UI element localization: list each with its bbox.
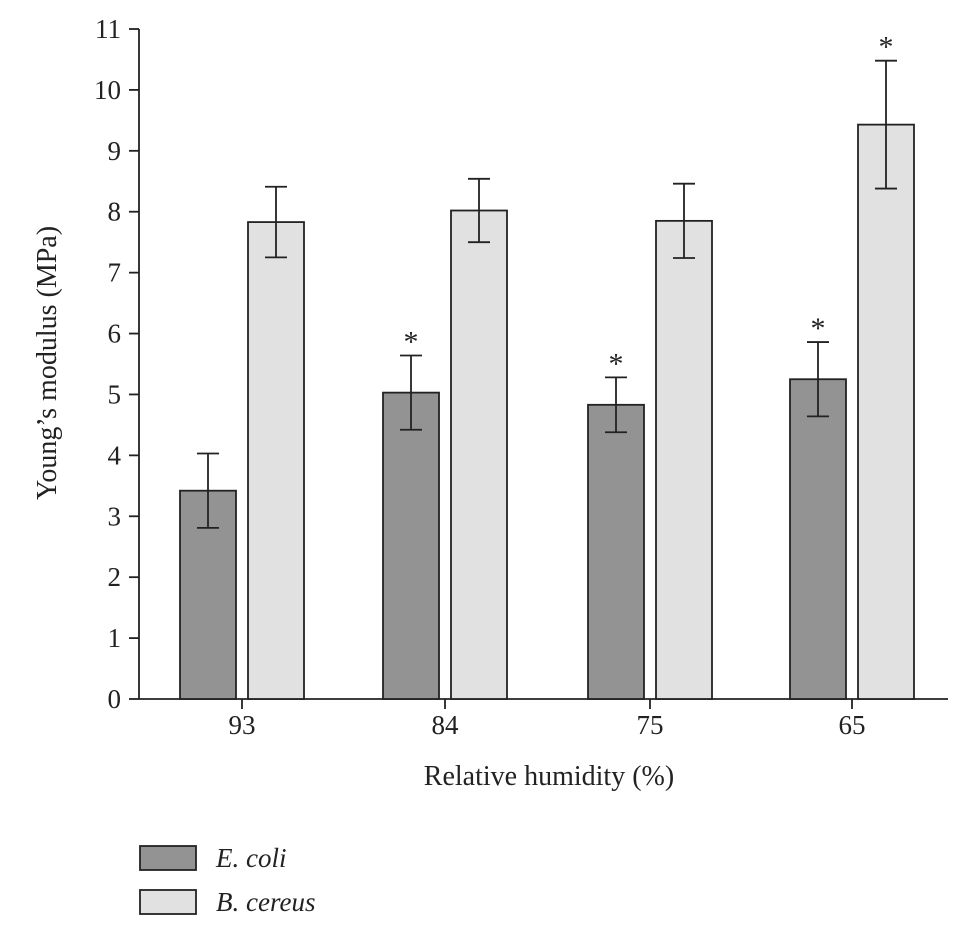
bar-b-cereus bbox=[450, 209, 508, 700]
significance-marker: * bbox=[811, 312, 826, 345]
y-tick-label: 2 bbox=[108, 562, 122, 592]
legend-label: B. cereus bbox=[216, 887, 315, 917]
y-tick-label: 0 bbox=[108, 684, 122, 714]
legend-label: E. coli bbox=[215, 843, 286, 873]
y-tick-label: 3 bbox=[108, 501, 122, 531]
legend-swatch bbox=[139, 845, 197, 871]
bar-b-cereus bbox=[247, 221, 305, 700]
x-axis-title: Relative humidity (%) bbox=[424, 761, 674, 792]
significance-marker: * bbox=[609, 347, 624, 380]
y-tick-label: 5 bbox=[108, 379, 122, 409]
x-tick-label: 93 bbox=[229, 710, 256, 740]
y-tick-label: 4 bbox=[108, 440, 122, 470]
y-axis-title: Young’s modulus (MPa) bbox=[32, 226, 63, 500]
x-tick-label: 84 bbox=[432, 710, 460, 740]
bar-e-coli bbox=[382, 391, 440, 700]
y-tick-label: 1 bbox=[108, 623, 122, 653]
y-tick-label: 9 bbox=[108, 136, 122, 166]
y-tick-label: 7 bbox=[108, 258, 122, 288]
legend-swatch bbox=[139, 889, 197, 915]
bar-e-coli bbox=[789, 378, 847, 700]
plot-area: 0 1 2 3 4 5 6 7 8 9 10 11 93 84 75 65 * * * * bbox=[94, 14, 948, 740]
significance-marker: * bbox=[879, 31, 894, 64]
x-tick-label: 65 bbox=[839, 710, 866, 740]
bar-b-cereus bbox=[655, 219, 713, 700]
x-tick-label: 75 bbox=[637, 710, 664, 740]
bar-b-cereus bbox=[857, 123, 915, 700]
significance-marker: * bbox=[404, 325, 419, 358]
y-tick-label: 11 bbox=[95, 14, 121, 44]
y-tick-label: 6 bbox=[108, 319, 122, 349]
bar-e-coli bbox=[587, 403, 645, 700]
y-tick-label: 8 bbox=[108, 197, 122, 227]
legend: E. coli B. cereus bbox=[139, 843, 315, 917]
y-tick-label: 10 bbox=[94, 75, 121, 105]
